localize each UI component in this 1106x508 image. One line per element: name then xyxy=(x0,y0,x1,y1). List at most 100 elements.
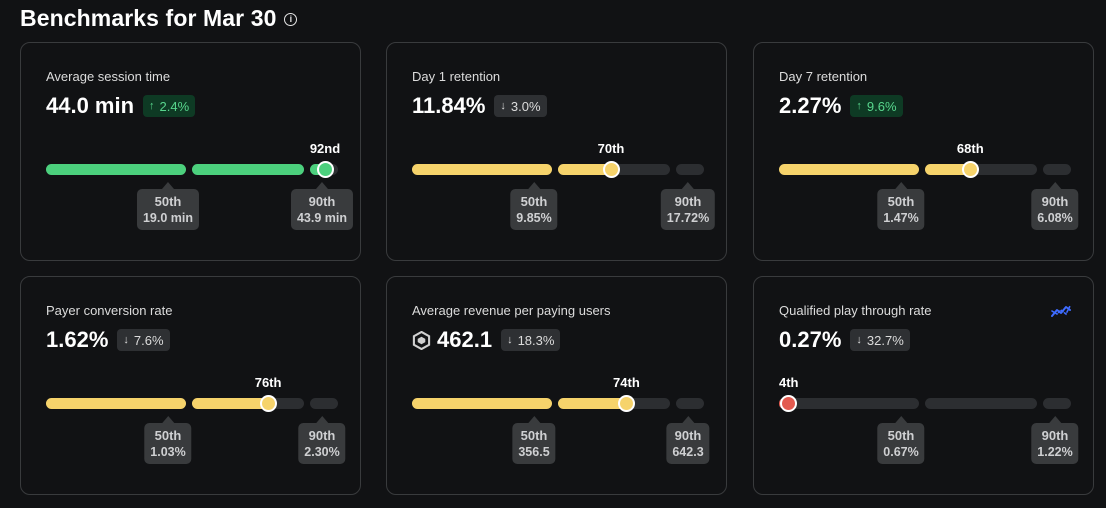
benchmark-percentile-value: 19.0 min xyxy=(142,211,194,225)
change-badge: ↑ 2.4% xyxy=(143,95,196,117)
benchmark-bar-fill xyxy=(412,398,552,409)
percentile-marker[interactable] xyxy=(961,161,979,178)
benchmark-percentile-value: 9.85% xyxy=(516,211,552,225)
metric-value: 11.84% xyxy=(412,93,486,118)
change-value: 32.7% xyxy=(866,332,904,348)
benchmark-bar-fill xyxy=(558,164,611,175)
benchmark-p50-tooltip: 50th 9.85% xyxy=(510,182,558,230)
percentile-marker[interactable] xyxy=(602,161,620,178)
benchmark-bar-segment xyxy=(192,398,304,409)
change-value: 18.3% xyxy=(517,332,555,348)
benchmark-p90-tooltip: 90th 43.9 min xyxy=(290,182,354,230)
benchmark-percentile-label: 50th xyxy=(154,194,182,209)
tooltip-box: 90th 1.22% xyxy=(1031,423,1079,464)
benchmark-p50-tooltip: 50th 1.47% xyxy=(877,182,925,230)
benchmark-bar-segment xyxy=(558,398,670,409)
metric-card-payer-conversion-rate: Payer conversion rate 1.62% ↓ 7.6% 76th 50th 1… xyxy=(20,276,361,495)
robux-icon xyxy=(412,330,431,350)
percentile-rank: 4th xyxy=(779,375,799,390)
tooltip-pointer xyxy=(316,182,328,189)
metric-value-row: 44.0 min ↑ 2.4% xyxy=(46,93,196,119)
tooltip-pointer xyxy=(894,416,907,423)
benchmark-bar-segment xyxy=(925,164,1037,175)
benchmark-percentile-label: 90th xyxy=(674,428,702,443)
metric-card-average-session-time: Average session time 44.0 min ↑ 2.4% 92nd 50t… xyxy=(20,42,361,261)
tooltip-pointer xyxy=(1048,182,1061,189)
tooltip-pointer xyxy=(682,182,694,189)
change-badge: ↓ 3.0% xyxy=(494,95,547,117)
metric-value-row: 2.27% ↑ 9.6% xyxy=(779,93,903,119)
benchmark-bar-segment xyxy=(676,164,704,175)
benchmark-percentile-label: 50th xyxy=(887,194,915,209)
arrow-up-icon: ↑ xyxy=(856,100,862,112)
percentile-rank: 76th xyxy=(254,375,282,390)
benchmark-p90-tooltip: 90th 2.30% xyxy=(298,416,346,464)
percentile-rank: 70th xyxy=(597,141,625,156)
tooltip-pointer xyxy=(528,416,540,423)
change-badge: ↓ 18.3% xyxy=(501,329,561,351)
metric-value: 0.27% xyxy=(779,327,842,352)
benchmark-percentile-value: 17.72% xyxy=(666,211,710,225)
benchmark-bar-segment xyxy=(1043,164,1071,175)
metric-title: Average revenue per paying users xyxy=(412,303,611,318)
benchmark-bar-segment xyxy=(310,398,338,409)
benchmark-p50-tooltip: 50th 0.67% xyxy=(877,416,925,464)
percentile-marker[interactable] xyxy=(259,395,277,412)
arrow-up-icon: ↑ xyxy=(149,100,155,112)
benchmark-percentile-label: 90th xyxy=(1041,194,1069,209)
tooltip-box: 90th 43.9 min xyxy=(290,189,354,230)
percentile-marker[interactable] xyxy=(780,395,798,412)
benchmark-percentile-value: 1.03% xyxy=(150,445,186,459)
benchmark-percentile-value: 1.47% xyxy=(883,211,919,225)
tooltip-box: 90th 6.08% xyxy=(1031,189,1079,230)
benchmark-bar-fill xyxy=(412,164,552,175)
percentile-rank: 92nd xyxy=(309,141,341,156)
metric-title: Day 7 retention xyxy=(779,69,868,84)
benchmark-bar-segment xyxy=(46,398,186,409)
percentile-rank: 68th xyxy=(956,141,984,156)
tooltip-box: 50th 19.0 min xyxy=(136,189,200,230)
benchmark-p90-tooltip: 90th 17.72% xyxy=(660,182,716,230)
benchmark-percentile-value: 1.22% xyxy=(1037,445,1073,459)
arrow-down-icon: ↓ xyxy=(507,334,513,346)
benchmark-bar-segment xyxy=(779,398,919,409)
benchmark-percentile-label: 50th xyxy=(520,194,548,209)
change-badge: ↓ 32.7% xyxy=(850,329,910,351)
benchmark-p50-tooltip: 50th 356.5 xyxy=(512,416,556,464)
percentile-marker[interactable] xyxy=(316,161,334,178)
change-badge: ↓ 7.6% xyxy=(117,329,170,351)
percentile-rank: 74th xyxy=(613,375,640,390)
metric-title: Qualified play through rate xyxy=(779,303,932,318)
benchmark-bar-fill xyxy=(46,164,186,175)
tooltip-pointer xyxy=(161,416,174,423)
benchmark-bar-fill xyxy=(779,164,919,175)
benchmark-bar-segment xyxy=(46,164,186,175)
metric-value: 1.62% xyxy=(46,327,109,352)
metric-card-day-7-retention: Day 7 retention 2.27% ↑ 9.6% 68th 50th 1.47% 90… xyxy=(753,42,1094,261)
metric-card-qualified-play-through-rate: Qualified play through rate 0.27% ↓ 32.7% 4t… xyxy=(753,276,1094,495)
benchmark-p90-tooltip: 90th 6.08% xyxy=(1031,182,1079,230)
benchmark-percentile-value: 43.9 min xyxy=(296,211,348,225)
percentile-marker[interactable] xyxy=(617,395,635,412)
info-icon[interactable]: i xyxy=(284,13,298,26)
benchmark-percentile-label: 50th xyxy=(520,428,548,443)
metric-value-row: 1.62% ↓ 7.6% xyxy=(46,327,170,353)
tooltip-pointer xyxy=(682,416,694,423)
page-title-text: Benchmarks for Mar 30 xyxy=(20,5,277,31)
benchmark-percentile-value: 0.67% xyxy=(883,445,919,459)
change-value: 7.6% xyxy=(133,332,164,348)
benchmark-percentile-value: 642.3 xyxy=(672,445,704,459)
tooltip-pointer xyxy=(1048,416,1061,423)
benchmark-percentile-label: 50th xyxy=(154,428,182,443)
metric-value: 462.1 xyxy=(437,327,493,352)
benchmark-percentile-label: 90th xyxy=(308,428,336,443)
tooltip-box: 50th 1.47% xyxy=(877,189,925,230)
benchmark-percentile-value: 2.30% xyxy=(304,445,340,459)
metric-title: Day 1 retention xyxy=(412,69,501,84)
benchmark-percentile-value: 6.08% xyxy=(1037,211,1073,225)
tooltip-pointer xyxy=(894,182,907,189)
benchmark-p50-tooltip: 50th 1.03% xyxy=(144,416,192,464)
benchmark-percentile-label: 90th xyxy=(1041,428,1069,443)
metric-value: 44.0 min xyxy=(46,93,135,118)
trend-chart-icon[interactable] xyxy=(1051,304,1071,318)
